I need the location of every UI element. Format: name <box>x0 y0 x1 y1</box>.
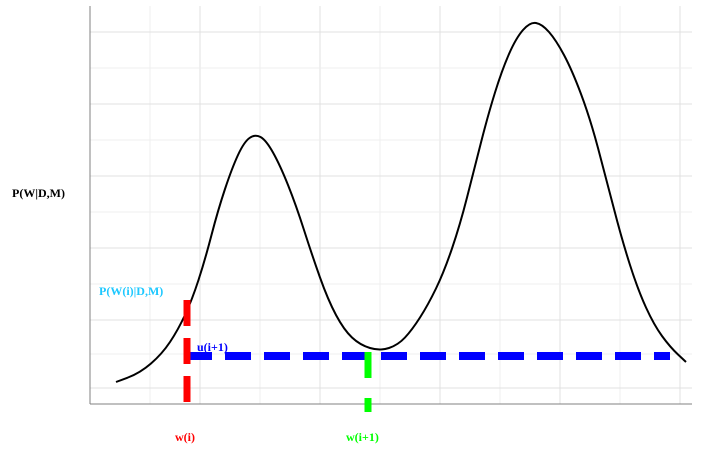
prob-label: P(W(i)|D,M) <box>99 284 163 298</box>
markers <box>183 300 670 412</box>
w-i-label: w(i) <box>175 430 195 444</box>
w-next-label: w(i+1) <box>346 430 379 444</box>
u-label: u(i+1) <box>197 340 228 354</box>
density-curve <box>115 21 687 383</box>
density-line <box>115 21 687 383</box>
axes <box>89 6 692 405</box>
grid <box>89 6 692 404</box>
y-axis-label: P(W|D,M) <box>12 186 65 200</box>
